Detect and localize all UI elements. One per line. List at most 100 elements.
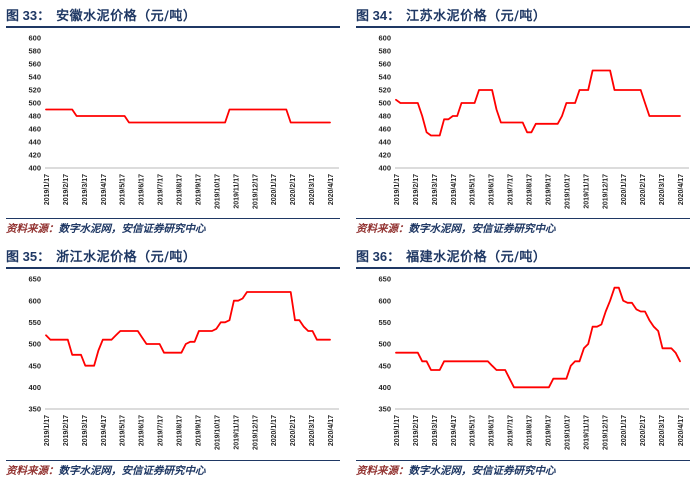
figure-title: 江苏水泥价格（元/吨） (406, 9, 547, 24)
panel-anhui: 图 33： 安徽水泥价格（元/吨） 400 420 440 460 480 500 520 5… (0, 0, 350, 241)
x-axis-tick-label: 2019/1/17 (44, 415, 51, 446)
header-divider (356, 267, 690, 269)
y-axis-tick-label: 450 (378, 361, 391, 370)
y-axis-tick-label: 400 (378, 383, 391, 392)
x-axis-tick-label: 2020/4/17 (678, 174, 685, 205)
x-axis-tick-label: 2019/7/17 (158, 174, 165, 205)
x-axis-tick-label: 2019/10/17 (214, 415, 221, 450)
x-axis-tick-label: 2019/2/17 (413, 174, 420, 205)
y-axis-tick-label: 460 (378, 125, 391, 134)
x-axis-tick-label: 2019/6/17 (489, 174, 496, 205)
price-line (395, 286, 681, 389)
y-axis-tick-label: 420 (28, 151, 41, 160)
panel-jiangsu: 图 34： 江苏水泥价格（元/吨） 400 420 440 460 480 500 520 5… (350, 0, 700, 241)
x-axis-tick-label: 2020/3/17 (659, 174, 666, 205)
x-axis-tick-label: 2019/8/17 (177, 174, 184, 205)
x-axis-tick-label: 2019/2/17 (413, 415, 420, 446)
x-axis-tick-label: 2019/2/17 (63, 415, 70, 446)
source-prefix: 资料来源： (6, 223, 59, 235)
x-axis-tick-label: 2019/10/17 (214, 174, 221, 209)
x-axis-tick-label: 2019/5/17 (470, 415, 477, 446)
x-axis-tick-label: 2020/2/17 (640, 415, 647, 446)
x-axis-tick-label: 2019/5/17 (120, 415, 127, 446)
x-axis-tick-label: 2019/9/17 (546, 174, 553, 205)
x-axis-tick-label: 2019/6/17 (139, 174, 146, 205)
y-axis-tick-label: 600 (378, 34, 391, 43)
figure-title: 福建水泥价格（元/吨） (406, 250, 547, 265)
source-text: 数字水泥网，安信证券研究中心 (408, 223, 556, 235)
source-note: 资料来源：数字水泥网，安信证券研究中心 (356, 218, 690, 241)
x-axis-tick-label: 2019/11/17 (583, 415, 590, 450)
chart-area: 400 420 440 460 480 500 520 540 560 580 600 2019/1/… (356, 31, 690, 218)
price-line (45, 291, 331, 367)
source-note: 资料来源：数字水泥网，安信证券研究中心 (356, 460, 690, 483)
x-axis-tick-label: 2019/7/17 (508, 174, 515, 205)
fujian-price-line-chart: 350 400 450 500 550 600 650 2019/1/17 2019/2/17 2… (378, 275, 689, 450)
x-axis-tick-label: 2020/3/17 (309, 415, 316, 446)
figure-header: 图 33： 安徽水泥价格（元/吨） (6, 4, 340, 26)
chart-area: 350 400 450 500 550 600 650 2019/1/17 2019/2/17 2… (356, 272, 690, 460)
y-axis-tick-label: 460 (28, 125, 41, 134)
panel-zhejiang: 图 35： 浙江水泥价格（元/吨） 350 400 450 500 550 600 650 2… (0, 241, 350, 483)
x-axis-tick-label: 2020/4/17 (678, 415, 685, 446)
y-axis-tick-label: 440 (378, 138, 391, 147)
price-line (45, 108, 331, 124)
y-axis-tick-label: 350 (378, 405, 391, 414)
y-axis-tick-label: 500 (28, 99, 41, 108)
header-divider (356, 26, 690, 28)
source-text: 数字水泥网，安信证券研究中心 (58, 223, 206, 235)
x-axis-tick-label: 2020/3/17 (659, 415, 666, 446)
x-axis-tick-label: 2019/7/17 (158, 415, 165, 446)
figure-number: 图 35： (6, 249, 51, 264)
x-axis-tick-label: 2019/12/17 (602, 415, 609, 450)
y-axis-tick-label: 520 (378, 86, 391, 95)
source-prefix: 资料来源： (6, 465, 59, 477)
x-axis-tick-label: 2019/11/17 (583, 174, 590, 209)
x-axis-tick-label: 2020/1/17 (271, 174, 278, 205)
y-axis-tick-label: 540 (378, 73, 391, 82)
y-axis-tick-label: 550 (378, 318, 391, 327)
y-axis-tick-label: 440 (28, 138, 41, 147)
x-axis-tick-label: 2020/2/17 (290, 415, 297, 446)
y-axis-tick-label: 650 (378, 275, 391, 284)
y-axis-tick-label: 400 (28, 383, 41, 392)
x-axis-tick-label: 2019/3/17 (432, 174, 439, 205)
header-divider (6, 26, 340, 28)
jiangsu-price-line-chart: 400 420 440 460 480 500 520 540 560 580 600 2019/1/… (378, 34, 689, 209)
x-axis-tick-label: 2019/5/17 (120, 174, 127, 205)
y-axis-tick-label: 500 (378, 340, 391, 349)
y-axis-tick-label: 480 (378, 112, 391, 121)
source-text: 数字水泥网，安信证券研究中心 (58, 465, 206, 477)
x-axis-tick-label: 2019/4/17 (101, 174, 108, 205)
x-axis-tick-label: 2020/1/17 (271, 415, 278, 446)
x-axis-tick-label: 2019/9/17 (196, 415, 203, 446)
figure-title: 浙江水泥价格（元/吨） (56, 250, 197, 265)
x-axis-tick-label: 2019/9/17 (196, 174, 203, 205)
x-axis-tick-label: 2020/4/17 (328, 415, 335, 446)
y-axis-tick-label: 560 (28, 60, 41, 69)
y-axis-tick-label: 400 (378, 164, 391, 173)
x-axis-tick-label: 2019/10/17 (564, 174, 571, 209)
figure-header: 图 36： 福建水泥价格（元/吨） (356, 245, 690, 267)
x-axis-tick-label: 2019/12/17 (602, 174, 609, 209)
y-axis-tick-label: 560 (378, 60, 391, 69)
y-axis-tick-label: 500 (28, 340, 41, 349)
x-axis-tick-label: 2019/8/17 (527, 174, 534, 205)
x-axis-tick-label: 2019/7/17 (508, 415, 515, 446)
y-axis-tick-label: 550 (28, 318, 41, 327)
chart-area: 350 400 450 500 550 600 650 2019/1/17 2019/2/17 2… (6, 272, 340, 460)
x-axis-tick-label: 2020/2/17 (640, 174, 647, 205)
figure-header: 图 34： 江苏水泥价格（元/吨） (356, 4, 690, 26)
source-text: 数字水泥网，安信证券研究中心 (408, 465, 556, 477)
y-axis-tick-label: 480 (28, 112, 41, 121)
x-axis-tick-label: 2019/12/17 (252, 415, 259, 450)
y-axis-tick-label: 650 (28, 275, 41, 284)
x-axis-tick-label: 2019/2/17 (63, 174, 70, 205)
y-axis-tick-label: 580 (28, 47, 41, 56)
x-axis-tick-label: 2020/3/17 (309, 174, 316, 205)
x-axis-tick-label: 2019/11/17 (233, 415, 240, 450)
chart-area: 400 420 440 460 480 500 520 540 560 580 600 2019/1/… (6, 31, 340, 218)
anhui-price-line-chart: 400 420 440 460 480 500 520 540 560 580 600 2019/1/… (28, 34, 339, 209)
source-note: 资料来源：数字水泥网，安信证券研究中心 (6, 218, 340, 241)
figure-number: 图 34： (356, 8, 401, 23)
